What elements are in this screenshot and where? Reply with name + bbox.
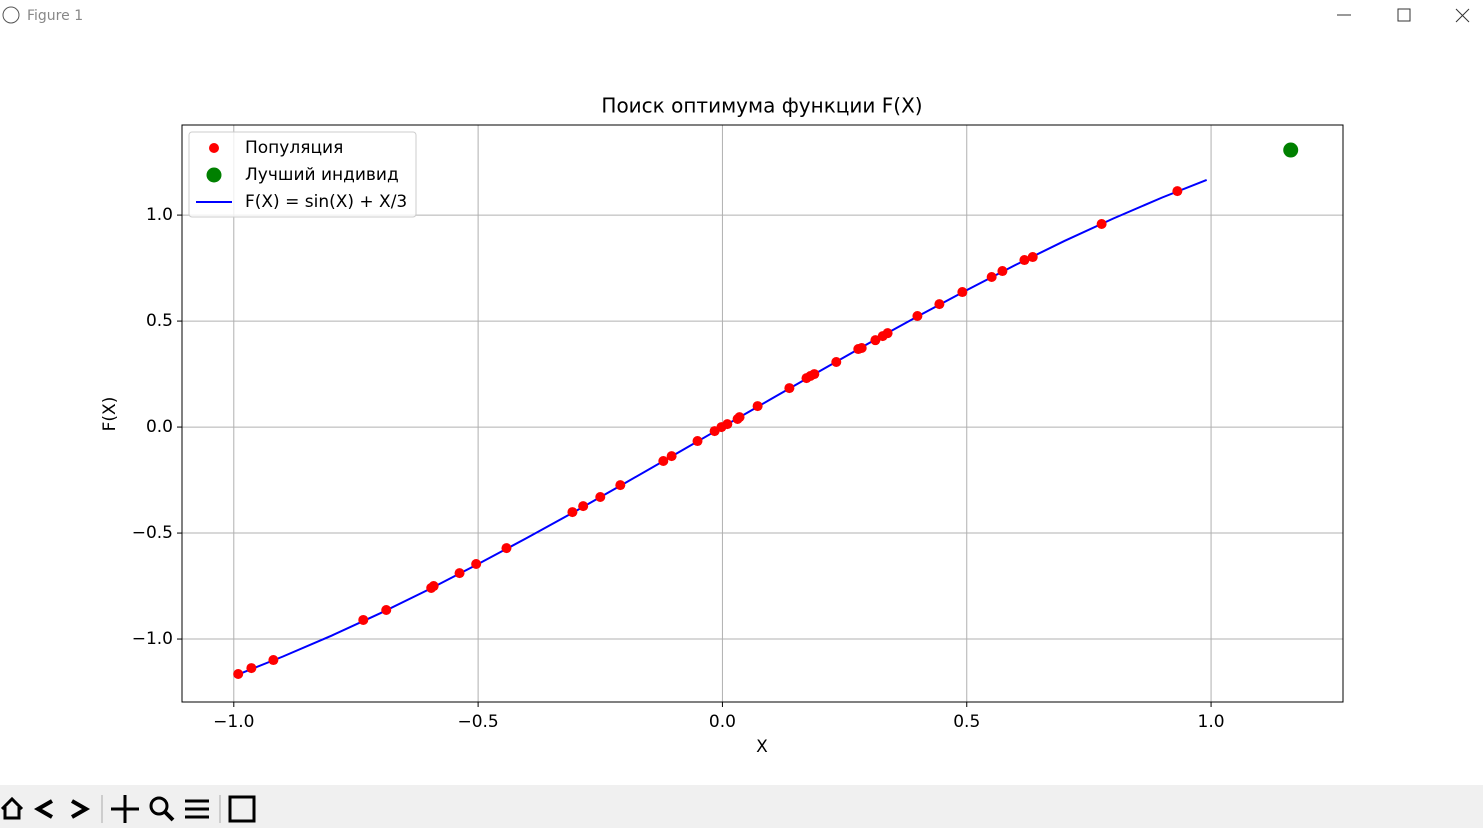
x-tick-label: −1.0 <box>213 712 254 732</box>
forward-button[interactable] <box>71 799 91 819</box>
legend-swatch <box>206 167 222 183</box>
x-tick-label: 0.0 <box>709 712 736 732</box>
save-button[interactable] <box>228 795 256 823</box>
point <box>692 436 703 447</box>
y-tick-label: −1.0 <box>132 629 173 649</box>
point <box>268 655 279 666</box>
point <box>1019 255 1030 266</box>
point <box>734 412 745 423</box>
point <box>784 383 795 394</box>
y-tick-label: 0.5 <box>146 311 173 331</box>
y-tick-label: 0.0 <box>146 417 173 437</box>
x-axis-label: X <box>756 737 768 757</box>
toolbar <box>0 785 1483 828</box>
point <box>856 342 867 353</box>
point <box>233 669 244 680</box>
chart-title: Поиск оптимума функции F(X) <box>601 94 922 118</box>
point <box>501 543 512 554</box>
point <box>595 492 606 503</box>
point <box>471 559 482 570</box>
point <box>986 271 997 282</box>
axes-frame <box>181 124 1344 703</box>
point <box>912 310 923 321</box>
y-tick-label: 1.0 <box>146 205 173 225</box>
maximize-button[interactable] <box>1397 8 1411 22</box>
point <box>666 451 677 462</box>
point <box>658 455 669 466</box>
point <box>1027 252 1038 263</box>
close-button[interactable] <box>1455 8 1470 23</box>
x-tick-label: 0.5 <box>953 712 980 732</box>
back-button[interactable] <box>33 799 53 819</box>
pan-button[interactable] <box>111 795 139 823</box>
point <box>882 328 893 339</box>
legend-label: Лучший индивид <box>245 165 399 185</box>
x-tick-label: 1.0 <box>1198 712 1225 732</box>
legend-swatch <box>209 143 219 153</box>
point <box>1283 142 1299 158</box>
home-button[interactable] <box>0 796 24 820</box>
point <box>454 568 465 579</box>
point <box>615 480 626 491</box>
zoom-button[interactable] <box>149 796 175 822</box>
point <box>1096 218 1107 229</box>
window-title: Figure 1 <box>27 8 83 24</box>
x-tick-label: −0.5 <box>457 712 498 732</box>
point <box>567 507 578 518</box>
point <box>578 501 589 512</box>
toolbar-icons <box>0 795 256 823</box>
legend-label: F(X) = sin(X) + X/3 <box>245 192 407 212</box>
y-tick-label: −0.5 <box>132 523 173 543</box>
point <box>246 663 257 674</box>
legend-box <box>188 131 417 218</box>
point <box>997 266 1008 277</box>
point <box>381 605 392 616</box>
point <box>831 356 842 367</box>
point <box>957 287 968 298</box>
app-icon <box>2 6 20 24</box>
point <box>1172 186 1183 197</box>
point <box>358 614 369 625</box>
point <box>934 299 945 310</box>
point <box>752 401 763 412</box>
point <box>809 369 820 380</box>
y-axis-label: F(X) <box>100 397 120 432</box>
point <box>428 581 439 592</box>
point <box>722 419 733 430</box>
point <box>870 335 881 346</box>
legend-label: Популяция <box>245 138 343 158</box>
configure-button[interactable] <box>185 799 209 819</box>
